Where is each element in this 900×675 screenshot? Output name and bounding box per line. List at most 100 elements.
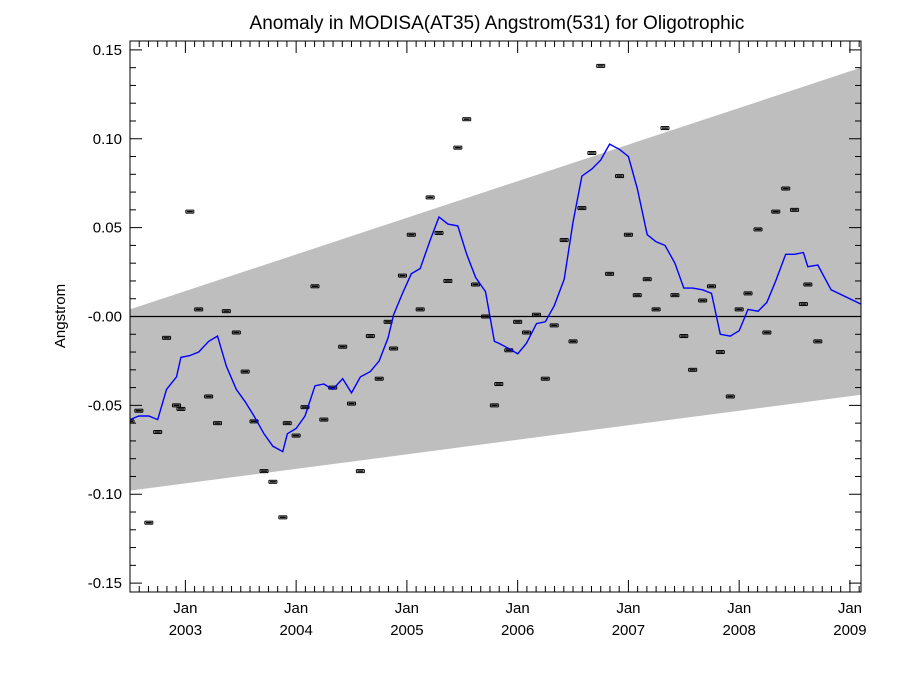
x-tick-year-label: 2008 <box>722 622 755 639</box>
data-point <box>221 309 231 314</box>
data-point <box>389 346 399 351</box>
data-point <box>734 307 744 312</box>
data-point <box>406 232 416 237</box>
data-point <box>365 334 375 339</box>
chart-title: Anomaly in MODISA(AT35) Angstrom(531) fo… <box>250 13 745 34</box>
data-point <box>144 520 154 525</box>
data-point <box>204 394 214 399</box>
y-tick-label: 0.15 <box>93 42 122 59</box>
x-tick-year-label: 2006 <box>501 622 534 639</box>
data-point <box>153 430 163 435</box>
data-point <box>679 334 689 339</box>
x-tick-month-label: Jan <box>616 600 640 617</box>
data-point <box>651 307 661 312</box>
data-point <box>762 330 772 335</box>
data-point <box>494 382 504 387</box>
y-tick-label: 0.10 <box>93 131 122 148</box>
y-axis-label: Angstrom <box>52 284 69 348</box>
data-point <box>715 350 725 355</box>
x-tick-month-label: Jan <box>284 600 308 617</box>
data-point <box>771 209 781 214</box>
data-point <box>462 117 472 122</box>
data-point <box>781 186 791 191</box>
data-point <box>632 293 642 298</box>
data-point <box>259 469 269 474</box>
y-tick-label: -0.10 <box>88 486 122 503</box>
data-point <box>319 417 329 422</box>
data-point <box>434 230 444 235</box>
data-point <box>615 174 625 179</box>
data-point <box>803 282 813 287</box>
data-point <box>549 323 559 328</box>
data-point <box>743 291 753 296</box>
x-tick-year-label: 2009 <box>833 622 866 639</box>
data-point <box>688 367 698 372</box>
y-tick-label: -0.15 <box>88 575 122 592</box>
x-tick-month-label: Jan <box>838 600 862 617</box>
confidence-band <box>130 67 861 491</box>
data-point <box>425 195 435 200</box>
plot-area: 0.15 0.10 0.05 -0.00 -0.05 -0.10 -0.15 Jan 2003 J… <box>88 40 867 639</box>
data-point <box>596 63 606 68</box>
x-tick-year-label: 2005 <box>390 622 423 639</box>
data-point <box>623 232 633 237</box>
data-point <box>310 284 320 289</box>
x-tick-year-label: 2007 <box>612 622 645 639</box>
x-tick-month-label: Jan <box>395 600 419 617</box>
data-point <box>291 433 301 438</box>
x-tick-year-label: 2003 <box>169 622 202 639</box>
data-point <box>355 469 365 474</box>
data-point <box>540 376 550 381</box>
data-point <box>660 126 670 131</box>
y-tick-label: 0.05 <box>93 220 122 237</box>
data-point <box>176 406 186 411</box>
x-tick-year-label: 2004 <box>279 622 312 639</box>
data-point <box>471 282 481 287</box>
data-point <box>522 330 532 335</box>
data-point <box>134 408 144 413</box>
data-point <box>642 277 652 282</box>
data-point <box>790 207 800 212</box>
data-point <box>278 515 288 520</box>
data-point <box>813 339 823 344</box>
x-tick-month-label: Jan <box>173 600 197 617</box>
data-point <box>172 403 182 408</box>
data-point <box>670 293 680 298</box>
data-point <box>489 403 499 408</box>
data-point <box>587 150 597 155</box>
data-point <box>240 369 250 374</box>
data-point <box>374 376 384 381</box>
data-point <box>798 302 808 307</box>
data-point <box>347 401 357 406</box>
data-point <box>568 339 578 344</box>
y-tick-label: -0.00 <box>88 309 122 326</box>
data-point <box>443 278 453 283</box>
data-point <box>231 330 241 335</box>
data-point <box>577 206 587 211</box>
data-point <box>481 314 491 319</box>
data-point <box>753 227 763 232</box>
x-tick-month-label: Jan <box>727 600 751 617</box>
data-point <box>282 421 292 426</box>
data-point <box>268 479 278 484</box>
data-point <box>397 273 407 278</box>
data-point <box>706 284 716 289</box>
data-point <box>194 307 204 312</box>
data-point <box>513 319 523 324</box>
smoothed-line <box>130 143 861 453</box>
data-point <box>212 421 222 426</box>
data-point <box>185 209 195 214</box>
data-point <box>531 312 541 317</box>
data-point <box>383 319 393 324</box>
x-tick-month-label: Jan <box>506 600 530 617</box>
data-point <box>338 344 348 349</box>
data-point <box>453 145 463 150</box>
data-point <box>415 307 425 312</box>
data-point <box>559 238 569 243</box>
y-tick-label: -0.05 <box>88 397 122 414</box>
data-point <box>605 271 615 276</box>
data-point <box>162 335 172 340</box>
data-point <box>725 394 735 399</box>
data-point <box>698 298 708 303</box>
